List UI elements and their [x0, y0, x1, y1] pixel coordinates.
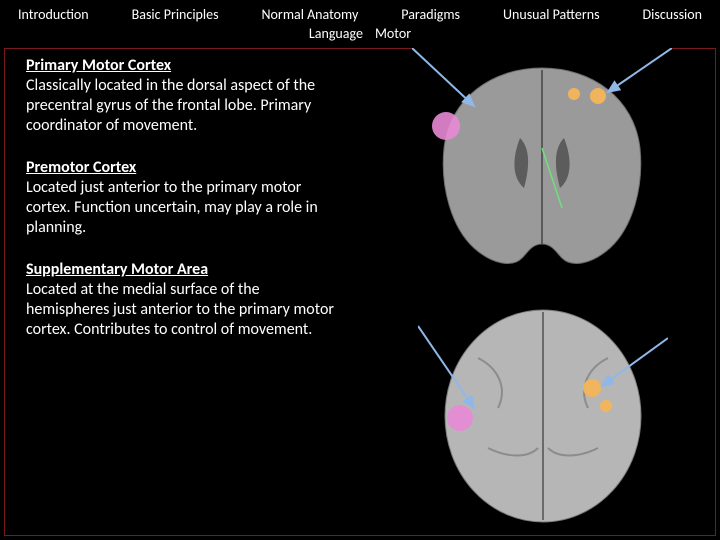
nav-basic-principles[interactable]: Basic Principles	[132, 6, 219, 23]
arrow-right	[608, 48, 672, 92]
section-primary-motor: Primary Motor Cortex Classically located…	[26, 56, 336, 136]
activation-left	[447, 405, 473, 431]
nav-motor[interactable]: Motor	[375, 25, 411, 42]
figure-area	[372, 48, 716, 536]
brain-axial	[418, 298, 668, 528]
brain-axial-svg	[418, 298, 668, 528]
section-title: Supplementary Motor Area	[26, 260, 336, 280]
nav-paradigms[interactable]: Paradigms	[401, 6, 460, 23]
section-body: Located just anterior to the primary mot…	[26, 178, 336, 238]
brain-coronal-svg	[412, 48, 672, 278]
activation-right-a	[590, 88, 606, 104]
section-title: Premotor Cortex	[26, 158, 336, 178]
nav-unusual-patterns[interactable]: Unusual Patterns	[503, 6, 600, 23]
section-sma: Supplementary Motor Area Located at the …	[26, 260, 336, 340]
section-body: Classically located in the dorsal aspect…	[26, 76, 336, 136]
section-title: Primary Motor Cortex	[26, 56, 336, 76]
nav-row-primary: Introduction Basic Principles Normal Ana…	[0, 0, 720, 23]
activation-right-b	[600, 400, 612, 412]
activation-right-b	[568, 88, 580, 100]
arrow-left	[412, 48, 474, 106]
activation-right-a	[583, 379, 601, 397]
nav-language[interactable]: Language	[309, 25, 363, 42]
section-premotor: Premotor Cortex Located just anterior to…	[26, 158, 336, 238]
section-body: Located at the medial surface of the hem…	[26, 280, 336, 340]
activation-left	[432, 112, 460, 140]
text-column: Primary Motor Cortex Classically located…	[26, 56, 336, 362]
nav-row-secondary: Language Motor	[0, 23, 720, 42]
nav-discussion[interactable]: Discussion	[643, 6, 702, 23]
brain-coronal	[412, 48, 672, 278]
nav-introduction[interactable]: Introduction	[18, 6, 89, 23]
nav-normal-anatomy[interactable]: Normal Anatomy	[262, 6, 359, 23]
